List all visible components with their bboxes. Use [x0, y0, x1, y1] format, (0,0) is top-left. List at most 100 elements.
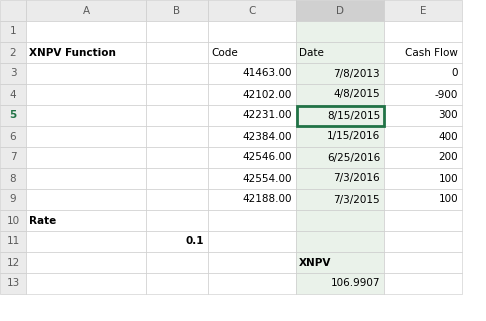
- Bar: [296, 189, 384, 210]
- Bar: [208, 231, 296, 252]
- Bar: [26, 252, 146, 273]
- Bar: [208, 126, 296, 147]
- Bar: [208, 21, 296, 42]
- Text: B: B: [174, 5, 181, 15]
- Text: 7/3/2016: 7/3/2016: [333, 173, 380, 184]
- Bar: [146, 231, 208, 252]
- Bar: [384, 273, 462, 294]
- Bar: [208, 189, 296, 210]
- Bar: [384, 126, 462, 147]
- Text: XNPV Function: XNPV Function: [29, 48, 116, 57]
- Bar: [0, 105, 26, 126]
- Bar: [296, 106, 383, 126]
- Bar: [26, 84, 146, 105]
- Bar: [208, 210, 296, 231]
- Text: XNPV: XNPV: [299, 257, 331, 267]
- Bar: [296, 21, 384, 42]
- Bar: [26, 231, 146, 252]
- Text: 300: 300: [438, 110, 458, 120]
- Bar: [296, 273, 384, 294]
- Bar: [146, 126, 208, 147]
- Text: 4/8/2015: 4/8/2015: [333, 90, 380, 100]
- Bar: [208, 105, 296, 126]
- Bar: [0, 168, 26, 189]
- Bar: [384, 84, 462, 105]
- Text: 0: 0: [451, 68, 458, 79]
- Bar: [296, 0, 384, 21]
- Text: 8: 8: [10, 173, 17, 184]
- Bar: [296, 168, 384, 189]
- Text: 6: 6: [10, 132, 17, 142]
- Bar: [26, 21, 146, 42]
- Bar: [384, 147, 462, 168]
- Bar: [384, 231, 462, 252]
- Text: 12: 12: [6, 257, 19, 267]
- Bar: [146, 21, 208, 42]
- Text: 42384.00: 42384.00: [243, 132, 292, 142]
- Bar: [26, 0, 146, 21]
- Bar: [26, 210, 146, 231]
- Bar: [0, 126, 26, 147]
- Bar: [146, 189, 208, 210]
- Bar: [146, 105, 208, 126]
- Text: Date: Date: [299, 48, 324, 57]
- Bar: [296, 105, 384, 126]
- Bar: [0, 147, 26, 168]
- Text: 41463.00: 41463.00: [243, 68, 292, 79]
- Text: 3: 3: [10, 68, 17, 79]
- Text: E: E: [420, 5, 426, 15]
- Text: 13: 13: [6, 279, 19, 289]
- Bar: [384, 189, 462, 210]
- Text: 1/15/2016: 1/15/2016: [327, 132, 380, 142]
- Bar: [296, 84, 384, 105]
- Text: 100: 100: [438, 195, 458, 204]
- Bar: [146, 273, 208, 294]
- Bar: [384, 210, 462, 231]
- Text: 7/8/2013: 7/8/2013: [333, 68, 380, 79]
- Bar: [384, 42, 462, 63]
- Text: Code: Code: [211, 48, 238, 57]
- Bar: [0, 63, 26, 84]
- Bar: [26, 42, 146, 63]
- Text: 42554.00: 42554.00: [243, 173, 292, 184]
- Bar: [26, 168, 146, 189]
- Text: -900: -900: [434, 90, 458, 100]
- Bar: [26, 105, 146, 126]
- Text: 42231.00: 42231.00: [243, 110, 292, 120]
- Bar: [296, 63, 384, 84]
- Bar: [146, 168, 208, 189]
- Bar: [0, 42, 26, 63]
- Bar: [208, 84, 296, 105]
- Bar: [208, 63, 296, 84]
- Text: 400: 400: [438, 132, 458, 142]
- Bar: [208, 252, 296, 273]
- Text: 42546.00: 42546.00: [243, 152, 292, 162]
- Text: 4: 4: [10, 90, 17, 100]
- Bar: [384, 105, 462, 126]
- Bar: [384, 63, 462, 84]
- Text: 9: 9: [10, 195, 17, 204]
- Bar: [26, 147, 146, 168]
- Bar: [146, 252, 208, 273]
- Text: 42188.00: 42188.00: [243, 195, 292, 204]
- Bar: [296, 147, 384, 168]
- Bar: [296, 210, 384, 231]
- Text: 42102.00: 42102.00: [243, 90, 292, 100]
- Text: D: D: [336, 5, 344, 15]
- Bar: [0, 231, 26, 252]
- Bar: [208, 42, 296, 63]
- Bar: [0, 84, 26, 105]
- Bar: [384, 168, 462, 189]
- Text: C: C: [248, 5, 256, 15]
- Text: 100: 100: [438, 173, 458, 184]
- Bar: [26, 273, 146, 294]
- Bar: [26, 126, 146, 147]
- Bar: [296, 126, 384, 147]
- Bar: [146, 42, 208, 63]
- Bar: [0, 210, 26, 231]
- Text: 10: 10: [6, 215, 19, 225]
- Bar: [0, 189, 26, 210]
- Bar: [384, 0, 462, 21]
- Bar: [208, 168, 296, 189]
- Text: 5: 5: [9, 110, 17, 120]
